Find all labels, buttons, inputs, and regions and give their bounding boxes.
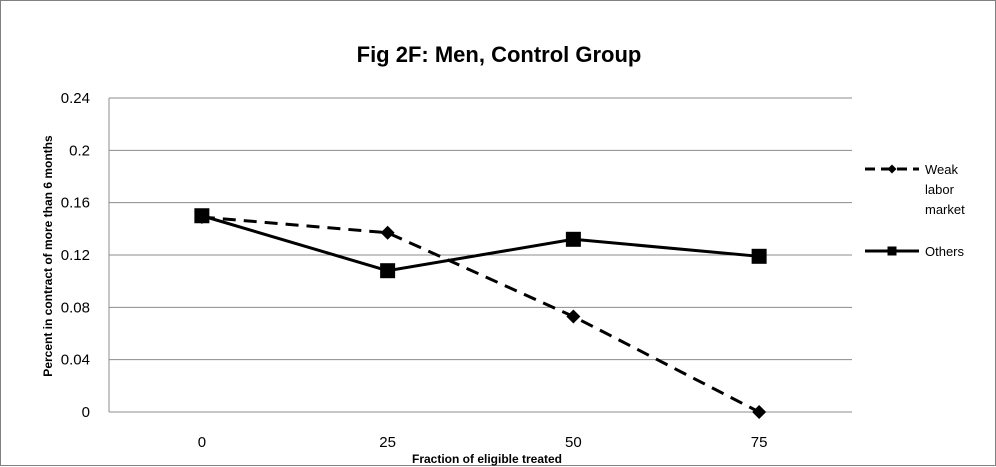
data-point: [194, 208, 209, 223]
x-axis-ticks: 0 25 50 75: [198, 434, 768, 451]
data-point: [566, 232, 581, 247]
legend-label: labor: [925, 182, 955, 197]
data-point: [752, 405, 766, 419]
legend-label: market: [925, 202, 965, 217]
x-axis-title: Fraction of eligible treated: [412, 452, 562, 466]
data-point: [380, 263, 395, 278]
series-0: [195, 210, 766, 419]
series-line: [202, 217, 759, 412]
series: [194, 208, 766, 419]
legend-marker: [888, 247, 897, 256]
y-axis-title: Percent in contract of more than 6 month…: [41, 135, 55, 377]
series-line: [202, 216, 759, 271]
y-tick-label: 0.2: [69, 142, 90, 159]
data-point: [566, 309, 580, 323]
chart-title: Fig 2F: Men, Control Group: [357, 42, 642, 67]
y-tick-label: 0.16: [61, 195, 90, 212]
x-tick-label: 50: [565, 434, 582, 451]
x-tick-label: 75: [751, 434, 768, 451]
x-tick-label: 25: [379, 434, 396, 451]
legend-marker: [888, 165, 897, 174]
y-tick-label: 0.12: [61, 247, 90, 264]
y-tick-label: 0.04: [61, 352, 90, 369]
data-point: [752, 249, 767, 264]
legend: Weak labor market Others: [865, 162, 965, 259]
legend-item: Others: [865, 244, 965, 259]
data-point: [381, 226, 395, 240]
legend-label: Weak: [925, 162, 958, 177]
x-tick-label: 0: [198, 434, 206, 451]
series-1: [194, 208, 766, 278]
y-axis-ticks: 0 0.04 0.08 0.12 0.16 0.2 0.24: [61, 90, 90, 421]
y-tick-label: 0.24: [61, 90, 90, 107]
y-tick-label: 0: [82, 404, 90, 421]
legend-label: Others: [925, 244, 965, 259]
legend-item: Weak labor market: [865, 162, 965, 217]
y-tick-label: 0.08: [61, 299, 90, 316]
